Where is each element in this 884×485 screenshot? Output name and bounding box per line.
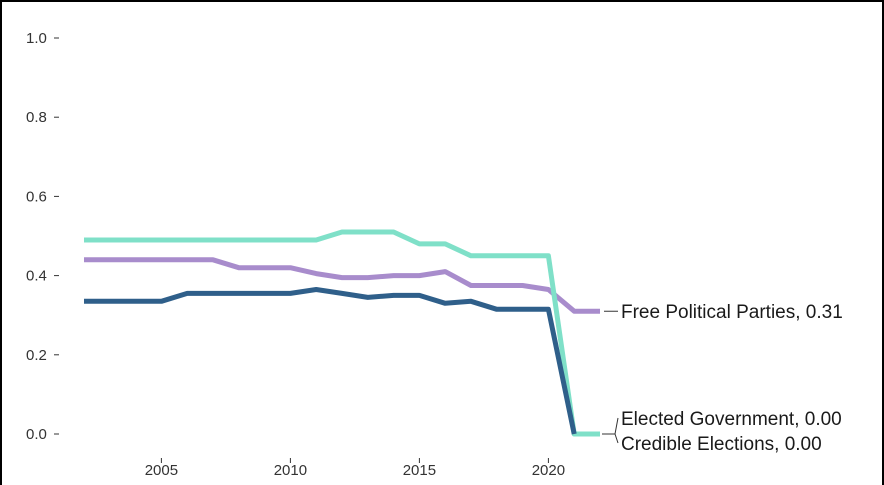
series-lines (84, 229, 600, 437)
end-labels: Free Political Parties, 0.31 Elected Gove… (602, 302, 843, 455)
y-tick-label: 0.0 (26, 426, 47, 443)
y-axis: 0.0 0.2 0.4 0.6 0.8 1.0 (26, 30, 59, 443)
x-tick-label: 2015 (403, 462, 436, 479)
end-label-free-political-parties: Free Political Parties, 0.31 (621, 302, 843, 323)
x-axis: 2005 2010 2015 2020 (145, 458, 565, 479)
end-label-credible-elections: Credible Elections, 0.00 (621, 434, 822, 455)
x-tick-label: 2010 (274, 462, 307, 479)
x-tick-label: 2020 (532, 462, 565, 479)
series-line-credible-elections (84, 287, 577, 435)
leader-line (602, 433, 619, 444)
y-tick-label: 0.8 (26, 109, 47, 126)
y-tick-label: 0.6 (26, 188, 47, 205)
x-tick-label: 2005 (145, 462, 178, 479)
y-tick-label: 0.4 (26, 268, 47, 285)
end-label-elected-government: Elected Government, 0.00 (621, 409, 842, 430)
leader-line (602, 417, 619, 435)
series-line-free-political-parties (84, 257, 600, 314)
series-line-elected-government (84, 229, 600, 437)
y-tick-label: 0.2 (26, 347, 47, 364)
y-tick-label: 1.0 (26, 30, 47, 47)
